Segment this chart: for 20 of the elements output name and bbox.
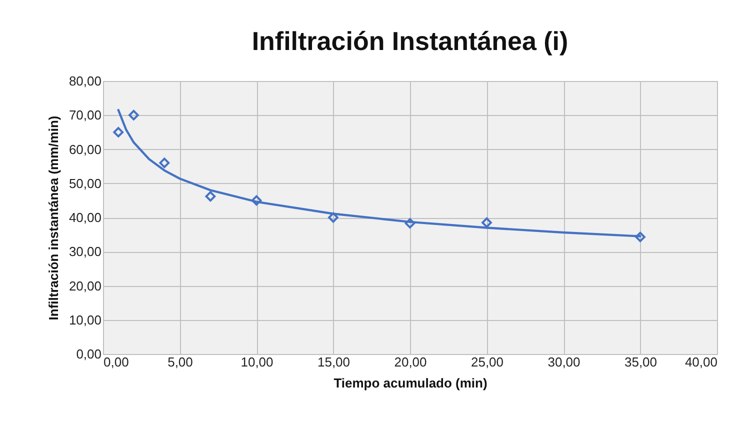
y-tick-label: 30,00: [68, 244, 102, 260]
y-tick-label: 10,00: [68, 312, 102, 328]
x-tick-label: 20,00: [394, 354, 427, 370]
x-tick-label: 5,00: [168, 354, 193, 370]
y-tick-label: 40,00: [68, 210, 102, 225]
x-tick-label: 35,00: [624, 354, 658, 370]
y-tick-label: 60,00: [68, 142, 102, 157]
y-tick-label: 20,00: [68, 278, 102, 294]
y-tick-label: 70,00: [68, 108, 102, 123]
x-tick-label: 0,00: [104, 354, 129, 370]
x-tick-label: 15,00: [317, 354, 350, 370]
x-tick-label: 10,00: [240, 354, 274, 370]
y-tick-label: 80,00: [68, 74, 102, 88]
x-tick-label: 40,00: [684, 354, 718, 370]
x-tick-label: 30,00: [548, 354, 580, 370]
x-tick-label: 25,00: [470, 354, 504, 370]
chart-title: Infiltración Instantánea (i): [252, 26, 568, 56]
y-axis-title: Infiltración instantánea (mm/min): [46, 116, 61, 320]
y-tick-label: 50,00: [68, 176, 102, 191]
x-axis-title: Tiempo acumulado (min): [334, 376, 488, 390]
